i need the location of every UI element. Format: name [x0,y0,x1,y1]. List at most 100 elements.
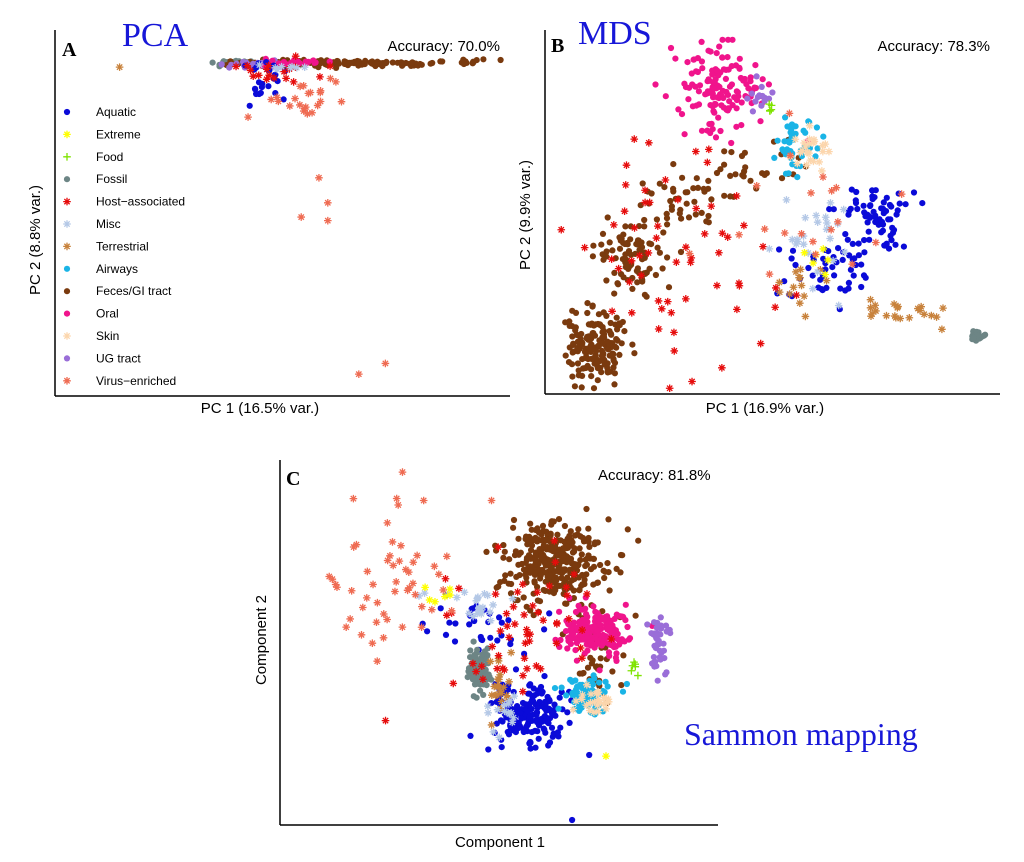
point-feces-gi-tract [683,200,690,207]
point-feces-gi-tract [639,180,646,187]
point-host-associated [580,243,589,252]
point-oral [596,667,603,674]
point-virus-enriched [409,579,417,588]
point-oral [688,70,695,77]
point-aquatic [819,287,826,294]
point-host-associated [687,254,696,262]
point-misc [484,709,492,717]
point-feces-gi-tract [576,587,583,594]
point-misc [473,609,482,618]
point-host-associated [732,192,741,200]
point-oral [582,605,589,612]
point-aquatic [498,744,505,751]
point-host-associated [477,662,486,671]
point-feces-gi-tract [572,309,580,316]
point-misc [483,702,492,710]
legend-marker-misc [63,220,71,228]
point-host-associated [667,308,676,317]
point-oral [624,623,631,631]
point-skin [590,708,598,717]
point-aquatic [809,272,816,279]
point-misc [792,240,801,248]
point-virus-enriched [834,218,842,226]
panel-a-accuracy: Accuracy: 70.0% [387,38,500,55]
point-airways [780,148,787,155]
point-terrestrial [801,312,810,321]
point-oral [713,50,720,57]
point-feces-gi-tract [653,216,661,223]
point-oral [610,641,617,648]
point-fossil [470,693,477,700]
point-feces-gi-tract [607,330,615,337]
point-host-associated [551,558,560,566]
point-virus-enriched [430,562,439,571]
point-host-associated [576,644,585,652]
point-ug-tract [758,102,765,109]
point-aquatic [837,285,844,292]
point-aquatic [871,213,879,220]
point-misc [415,592,423,600]
point-host-associated [759,242,767,251]
point-oral [612,627,620,634]
point-host-associated [539,616,547,625]
point-host-associated [381,716,390,725]
point-misc [821,213,830,222]
point-aquatic [251,85,259,92]
point-feces-gi-tract [589,253,597,260]
point-feces-gi-tract [598,241,605,248]
point-host-associated [607,255,616,263]
point-host-associated [625,278,634,286]
point-feces-gi-tract [581,576,588,583]
point-host-associated [513,588,522,596]
point-oral [696,82,704,89]
point-aquatic [446,619,453,626]
point-feces-gi-tract [565,554,572,561]
point-feces-gi-tract [721,192,728,199]
point-terrestrial [486,657,495,666]
point-host-associated [521,639,530,647]
point-skin [586,698,595,707]
point-aquatic [831,272,838,279]
point-misc [460,588,469,597]
point-terrestrial [868,310,876,318]
point-aquatic [829,264,836,271]
point-host-associated [528,602,537,610]
point-aquatic [855,252,863,259]
point-feces-gi-tract [609,247,616,254]
point-oral [592,641,600,648]
point-host-associated [578,654,586,662]
point-misc [469,612,477,621]
point-virus-enriched [447,607,456,615]
point-feces-gi-tract [536,529,544,536]
point-airways [787,129,794,136]
point-virus-enriched [342,623,350,631]
point-feces-gi-tract [575,526,582,533]
point-aquatic [830,206,837,213]
point-host-associated [280,67,288,76]
point-aquatic [900,243,908,250]
point-oral [685,96,692,103]
point-virus-enriched [809,237,817,246]
point-virus-enriched [383,615,391,624]
point-aquatic [550,710,557,717]
point-feces-gi-tract [606,341,613,348]
point-virus-enriched [419,496,428,505]
point-feces-gi-tract [561,522,569,530]
point-host-associated [545,582,554,590]
point-host-associated [681,295,690,303]
point-aquatic [842,231,849,238]
legend-marker-terrestrial [63,242,71,251]
point-feces-gi-tract [534,597,542,604]
point-aquatic [524,721,531,729]
point-feces-gi-tract [685,214,693,221]
point-oral [733,88,740,95]
point-ug-tract [660,640,667,647]
point-virus-enriched [760,225,769,233]
point-feces-gi-tract [571,383,579,390]
point-aquatic [253,90,260,98]
point-oral [592,608,599,615]
point-feces-gi-tract [694,184,702,191]
point-host-associated [441,574,450,583]
point-host-associated [282,74,290,83]
point-feces-gi-tract [614,280,621,287]
